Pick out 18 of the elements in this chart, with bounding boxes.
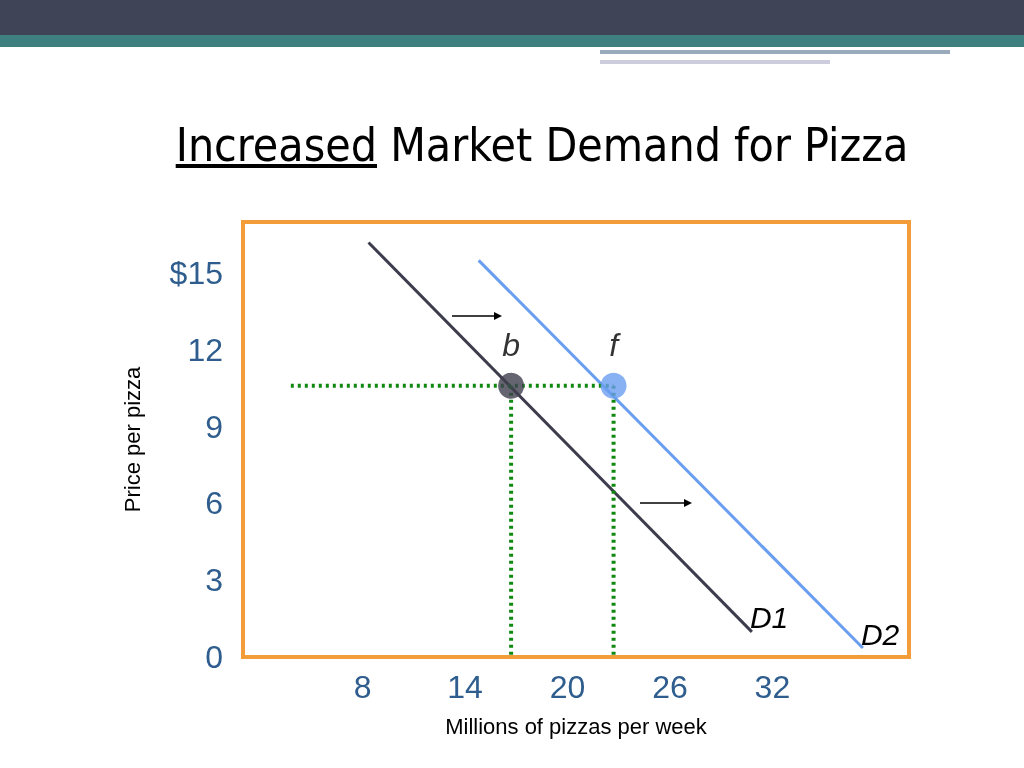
series-label: D1 (749, 601, 789, 635)
series-label: D2 (860, 617, 900, 651)
y-tick-label: 0 (205, 639, 223, 675)
x-tick-label: 20 (549, 669, 586, 705)
x-tick-label: 32 (754, 669, 791, 705)
chart-title: Increased Market Demand for Pizza (174, 118, 910, 172)
y-axis-title: Price per pizza (119, 365, 145, 513)
x-tick-label: 14 (447, 669, 483, 705)
y-tick-label: 3 (205, 562, 223, 599)
series-label: b (502, 326, 521, 363)
y-tick-label: 6 (205, 485, 223, 522)
series-label: f (609, 326, 622, 363)
y-tick-label: 12 (187, 331, 223, 368)
x-tick-label: 8 (353, 669, 372, 705)
y-tick-label: $15 (169, 255, 223, 292)
y-tick-label: 9 (205, 408, 223, 445)
x-tick-label: 26 (652, 669, 688, 705)
x-axis-title: Millions of pizzas per week (445, 713, 708, 739)
